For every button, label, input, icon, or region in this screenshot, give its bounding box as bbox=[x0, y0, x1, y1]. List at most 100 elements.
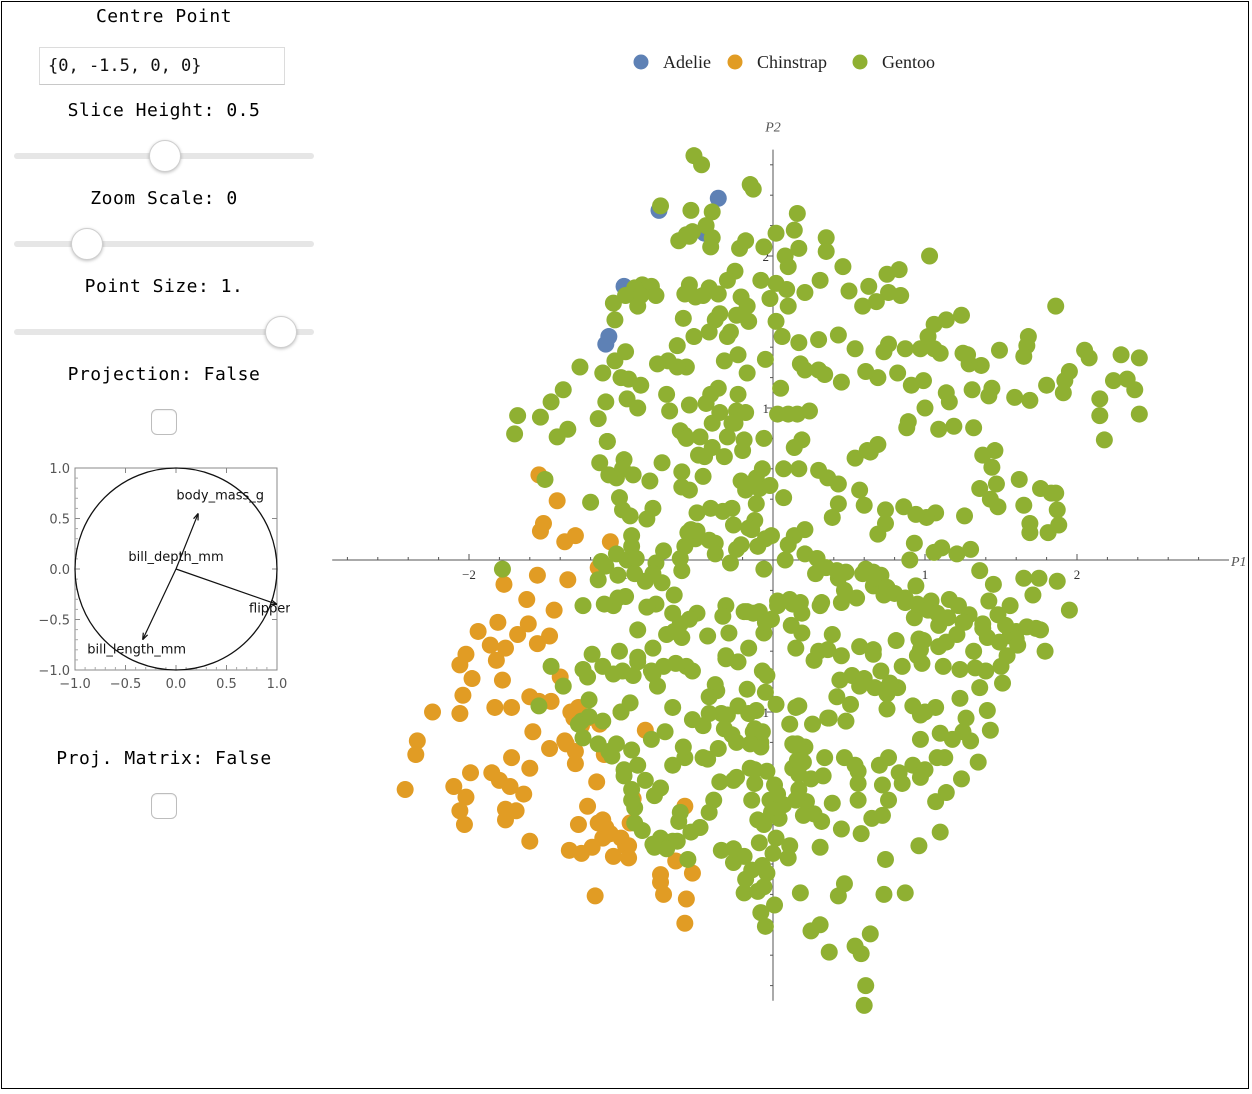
data-point-gentoo bbox=[800, 402, 818, 420]
data-point-gentoo bbox=[861, 925, 879, 943]
biplot-unit-circle bbox=[74, 467, 278, 671]
centre-point-input[interactable] bbox=[39, 47, 285, 85]
centre-point-label: Centre Point bbox=[95, 6, 233, 27]
data-point-chinstrap bbox=[463, 670, 481, 688]
data-point-gentoo bbox=[773, 328, 791, 346]
data-point-gentoo bbox=[612, 369, 630, 387]
data-point-chinstrap bbox=[541, 739, 559, 757]
data-point-gentoo bbox=[842, 695, 860, 713]
data-point-gentoo bbox=[790, 239, 808, 257]
data-point-gentoo bbox=[790, 765, 808, 783]
slider-thumb[interactable] bbox=[149, 140, 181, 172]
data-point-gentoo bbox=[778, 280, 796, 298]
data-point-gentoo bbox=[726, 414, 744, 432]
data-point-gentoo bbox=[916, 399, 934, 417]
data-point-gentoo bbox=[715, 352, 733, 370]
data-point-gentoo bbox=[629, 297, 647, 315]
data-point-gentoo bbox=[989, 498, 1007, 516]
data-point-gentoo bbox=[814, 767, 832, 785]
data-point-gentoo bbox=[876, 501, 894, 519]
data-point-gentoo bbox=[966, 659, 984, 677]
data-point-gentoo bbox=[597, 557, 615, 575]
proj-matrix-checkbox[interactable] bbox=[151, 793, 177, 819]
data-point-gentoo bbox=[983, 458, 1001, 476]
data-point-gentoo bbox=[629, 621, 647, 639]
data-point-gentoo bbox=[848, 589, 866, 607]
data-point-gentoo bbox=[493, 560, 511, 578]
data-point-gentoo bbox=[735, 431, 753, 449]
data-point-gentoo bbox=[743, 521, 761, 539]
zoom-scale-slider[interactable] bbox=[14, 226, 314, 262]
data-point-chinstrap bbox=[509, 625, 527, 643]
data-point-gentoo bbox=[744, 180, 762, 198]
data-point-gentoo bbox=[887, 632, 905, 650]
data-point-gentoo bbox=[728, 768, 746, 786]
data-point-chinstrap bbox=[457, 788, 475, 806]
data-point-gentoo bbox=[769, 597, 787, 615]
data-point-gentoo bbox=[756, 613, 774, 631]
data-point-gentoo bbox=[627, 549, 645, 567]
point-size-slider[interactable] bbox=[14, 314, 314, 350]
data-point-gentoo bbox=[832, 594, 850, 612]
biplot-x-tick-label: 0.0 bbox=[166, 677, 187, 690]
data-point-gentoo bbox=[781, 837, 799, 855]
data-point-chinstrap bbox=[507, 802, 525, 820]
slider-thumb[interactable] bbox=[70, 228, 103, 260]
data-point-gentoo bbox=[873, 806, 891, 824]
data-point-gentoo bbox=[896, 884, 914, 902]
data-point-gentoo bbox=[644, 639, 662, 657]
data-point-gentoo bbox=[791, 884, 809, 902]
data-point-gentoo bbox=[870, 756, 888, 774]
data-point-gentoo bbox=[1091, 390, 1109, 408]
data-point-gentoo bbox=[880, 791, 898, 809]
data-point-chinstrap bbox=[445, 777, 463, 795]
zoom-scale-label: Zoom Scale: 0 bbox=[90, 188, 238, 209]
data-point-gentoo bbox=[974, 446, 992, 464]
data-point-gentoo bbox=[823, 508, 841, 526]
data-point-gentoo bbox=[700, 531, 718, 549]
data-point-gentoo bbox=[677, 429, 695, 447]
data-point-gentoo bbox=[846, 340, 864, 358]
data-point-gentoo bbox=[670, 232, 688, 250]
data-point-gentoo bbox=[653, 454, 671, 472]
data-point-gentoo bbox=[990, 341, 1008, 359]
legend-label-adelie: Adelie bbox=[663, 52, 711, 72]
data-point-gentoo bbox=[832, 820, 850, 838]
data-point-gentoo bbox=[788, 735, 806, 753]
data-point-gentoo bbox=[864, 641, 882, 659]
data-point-gentoo bbox=[852, 825, 870, 843]
data-point-gentoo bbox=[984, 575, 1002, 593]
data-point-gentoo bbox=[962, 540, 980, 558]
data-point-gentoo bbox=[1042, 484, 1060, 502]
data-point-chinstrap bbox=[462, 764, 480, 782]
projection-checkbox[interactable] bbox=[151, 409, 177, 435]
data-point-gentoo bbox=[756, 683, 774, 701]
data-point-gentoo bbox=[990, 633, 1008, 651]
data-point-chinstrap bbox=[457, 645, 475, 663]
slider-thumb[interactable] bbox=[265, 316, 298, 348]
data-point-gentoo bbox=[971, 480, 989, 498]
data-point-gentoo bbox=[785, 439, 803, 457]
slice-height-label: Slice Height: 0.5 bbox=[67, 100, 261, 121]
data-point-chinstrap bbox=[569, 815, 587, 833]
data-point-gentoo bbox=[954, 723, 972, 741]
data-point-gentoo bbox=[589, 735, 607, 753]
data-point-gentoo bbox=[925, 340, 943, 358]
data-point-gentoo bbox=[648, 355, 666, 373]
data-point-gentoo bbox=[893, 774, 911, 792]
x-tick-label: 2 bbox=[1074, 567, 1081, 582]
data-point-gentoo bbox=[878, 700, 896, 718]
data-point-chinstrap bbox=[501, 777, 519, 795]
data-point-gentoo bbox=[609, 566, 627, 584]
biplot-arrow bbox=[175, 513, 199, 570]
slice-height-slider[interactable] bbox=[14, 138, 314, 174]
data-point-gentoo bbox=[854, 297, 872, 315]
data-point-gentoo bbox=[536, 470, 554, 488]
data-point-gentoo bbox=[965, 642, 983, 660]
data-point-gentoo bbox=[813, 594, 831, 612]
data-point-gentoo bbox=[755, 429, 773, 447]
data-point-gentoo bbox=[907, 577, 925, 595]
data-point-gentoo bbox=[658, 385, 676, 403]
data-point-gentoo bbox=[971, 562, 989, 580]
data-point-gentoo bbox=[854, 565, 872, 583]
